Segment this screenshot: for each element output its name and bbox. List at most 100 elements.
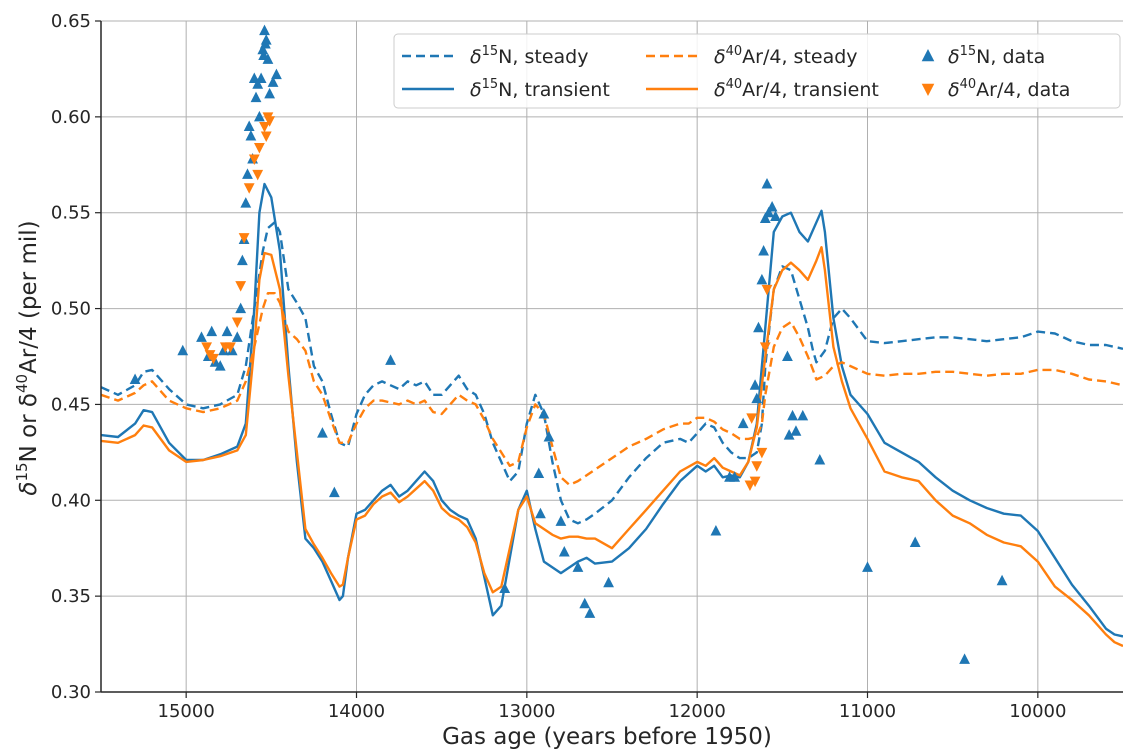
data-point--15n-data [177,344,189,356]
x-axis-label: Gas age (years before 1950) [442,724,772,750]
plot-series [101,24,1123,664]
legend-label: δ15N, transient [470,77,610,101]
legend-label: δ40Ar/4, transient [714,77,879,101]
data-point--15n-data [240,197,252,208]
data-point--15n-data [909,536,921,547]
data-point--40ar-4-data [254,143,265,154]
series-line--40ar-4-transient [101,245,1123,648]
x-tick-label: 12000 [669,701,726,722]
data-point--15n-data [243,120,255,131]
y-tick-labels: 0.30 0.35 0.40 0.45 0.50 0.55 0.60 0.65 [51,11,101,703]
data-point--15n-data [759,212,771,223]
y-axis-label-end: Ar/4 (per mil) [16,220,42,374]
legend-item: δ15N, steady [402,44,588,68]
legend-label-text: N, steady [498,46,588,68]
data-point--15n-data [218,344,230,356]
data-point--40ar-4-data [225,342,236,353]
data-point--40ar-4-data [201,342,213,353]
data-point--40ar-4-data [264,116,276,127]
data-point--15n-data [766,200,778,212]
data-point--15n-data [260,34,272,45]
data-point--15n-data [787,409,798,421]
y-tick-label: 0.45 [51,394,91,415]
data-point--15n-data [252,78,264,89]
data-point--15n-data [753,321,764,333]
data-point--15n-data [317,427,328,438]
legend-label: δ15N, steady [470,44,588,68]
x-tick-label: 13000 [498,701,555,722]
legend-label-sup: 40 [726,44,743,59]
data-point--15n-data [749,379,761,390]
legend-item: δ40Ar/4, steady [646,44,858,68]
data-point--15n-data [782,350,793,361]
data-point--40ar-4-data [252,169,264,181]
series-line--15n-transient [101,182,1123,638]
legend-label-sup: 15 [482,44,499,59]
data-point--15n-data [231,331,243,342]
data-point--15n-data [790,425,802,436]
legend-label-sup: 15 [482,77,499,92]
data-point--15n-data [214,360,226,371]
data-point--15n-data [242,168,253,179]
legend-label-sup: 15 [960,44,977,59]
data-point--40ar-4-data [259,121,270,133]
data-point--15n-data [603,576,614,588]
legend-label-delta: δ [714,79,726,101]
data-point--15n-data [761,177,773,189]
data-point--40ar-4-data [248,154,260,166]
data-point--40ar-4-data [759,342,771,353]
legend-label-sup: 40 [726,77,743,92]
data-point--15n-data [538,408,550,419]
data-point--15n-data [226,344,238,356]
data-point--15n-data [555,515,567,526]
legend-label-delta: δ [948,46,960,68]
legend-label-text: N, transient [498,79,610,101]
data-point--15n-data [196,331,207,342]
plot-area [101,24,1123,664]
y-axis-label-sup2: 40 [13,374,31,393]
legend-item: δ15N, data [921,44,1045,68]
legend-label-text: N, data [976,46,1045,68]
data-point--15n-data [783,429,795,440]
x-tick-labels: 15000 14000 13000 12000 11000 10000 [158,692,1066,722]
data-point--15n-data [236,254,248,266]
data-point--40ar-4-data [744,480,756,491]
legend-label-delta: δ [470,79,482,101]
legend-swatch-triangle-down [921,83,935,96]
grid [101,20,1123,693]
x-tick-label: 10000 [1009,701,1066,722]
data-point--15n-data [206,325,218,337]
data-point--15n-data [499,582,511,593]
y-tick-label: 0.65 [51,11,91,32]
legend-label: δ40Ar/4, steady [714,44,858,68]
data-point--15n-data [267,76,279,87]
data-point--40ar-4-data [749,476,761,488]
data-point--40ar-4-data [238,233,250,244]
data-point--40ar-4-data [260,131,272,143]
series-line--40ar-4-steady [101,292,1123,487]
legend-item: δ40Ar/4, data [921,77,1070,101]
data-point--15n-data [262,53,274,64]
data-point--15n-data [758,245,769,256]
x-tick-label: 11000 [839,701,896,722]
y-tick-label: 0.50 [51,299,91,320]
data-point--15n-data [763,206,775,218]
data-point--15n-data [770,210,781,222]
data-point--15n-data [862,561,873,572]
legend-label-delta: δ [948,79,960,101]
data-point--15n-data [584,607,596,618]
data-point--40ar-4-data [235,281,247,292]
data-point--15n-data [579,597,591,609]
y-tick-label: 0.40 [51,490,91,511]
data-point--40ar-4-data [243,183,255,194]
data-point--40ar-4-data [751,461,763,472]
data-point--15n-data [235,302,247,314]
data-point--15n-data [710,524,722,536]
data-point--40ar-4-data [746,413,758,424]
x-tick-label: 14000 [328,701,385,722]
y-tick-label: 0.30 [51,682,91,703]
axes [100,21,1123,693]
legend-label-delta: δ [714,46,726,68]
